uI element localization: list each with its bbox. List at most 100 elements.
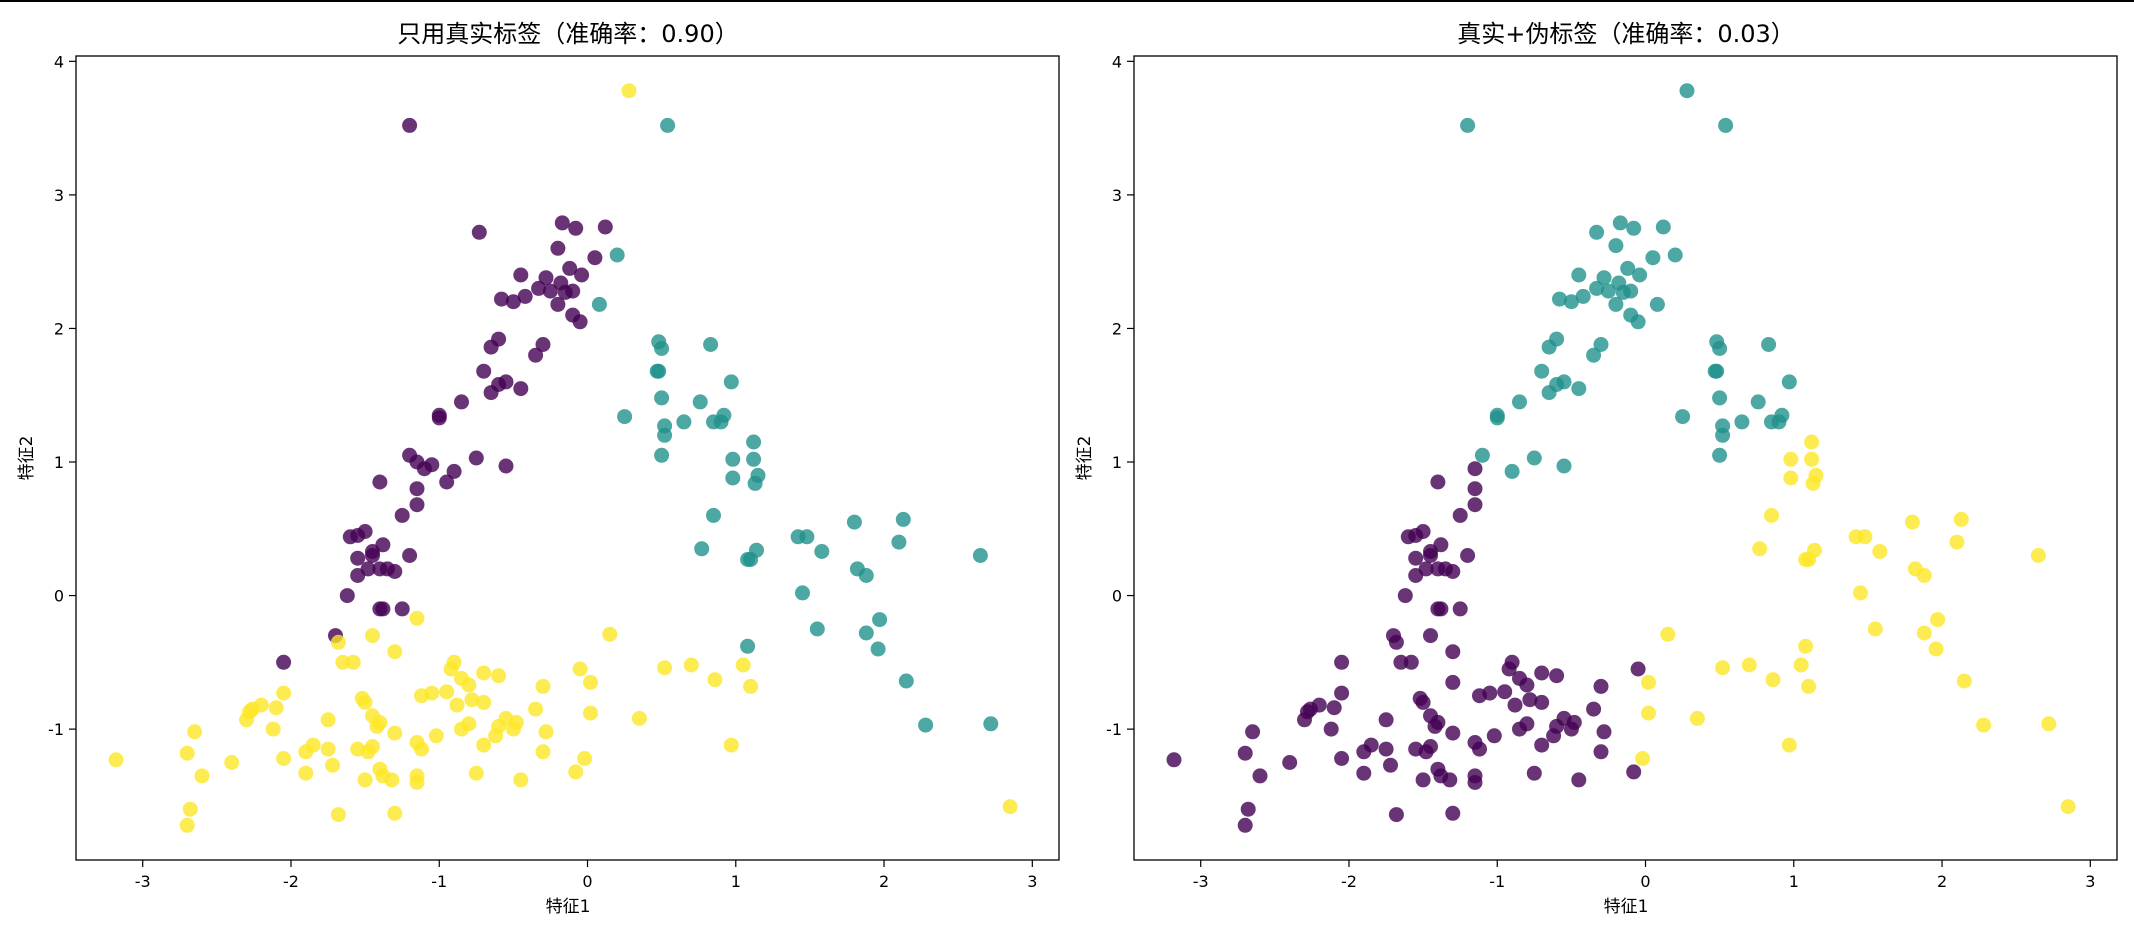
right-point-purple [1388,634,1404,650]
right-point-purple [1408,550,1424,566]
left-point-purple [550,296,566,312]
left-point-yellow [253,697,269,713]
right-point-purple [1586,701,1602,717]
left-point-teal [725,451,741,467]
left-point-yellow [443,661,459,677]
right-plot-frame [1133,55,2118,861]
right-chart-title: 真实+伪标签（准确率：0.03） [1457,20,1795,48]
right-point-purple [1437,561,1453,577]
left-point-purple [416,461,432,477]
left-point-teal [870,641,886,657]
left-point-yellow [305,737,321,753]
right-point-teal [1526,450,1542,466]
left-point-purple [394,507,410,523]
left-point-purple [535,337,551,352]
right-point-purple [1323,721,1339,737]
right-point-teal [1586,347,1602,363]
left-point-yellow [424,685,440,701]
left-point-teal [703,337,719,352]
left-point-yellow [330,807,346,823]
left-point-teal [795,585,810,601]
left-point-yellow [335,654,351,670]
left-point-purple [372,474,388,490]
left-point-yellow [723,737,739,753]
left-point-purple [471,224,487,240]
right-point-yellow [1783,451,1799,467]
left-point-purple [513,267,529,283]
left-point-purple [538,270,554,286]
right-point-purple [1571,772,1587,788]
right-point-yellow [1916,568,1932,583]
left-point-yellow [535,678,551,694]
right-point-teal [1655,219,1671,235]
right-point-yellow [1867,621,1883,637]
left-point-yellow [476,665,492,681]
right-point-yellow [2041,716,2057,732]
left-y-tick-label: 0 [54,587,64,606]
left-point-yellow [464,692,480,708]
left-point-teal [591,296,607,312]
right-point-teal [1534,363,1550,379]
right-point-purple [1501,661,1517,677]
right-point-purple [1433,601,1449,617]
right-point-purple [1563,721,1579,737]
left-point-purple [350,568,366,583]
right-point-purple [1383,757,1398,773]
left-point-yellow [657,660,673,676]
left-point-yellow [476,737,492,753]
right-point-yellow [1641,674,1656,690]
right-point-teal [1712,447,1728,463]
left-point-yellow [528,701,544,717]
left-point-yellow [276,685,292,701]
right-point-teal [1512,394,1527,410]
right-point-purple [1452,601,1468,617]
left-point-teal [891,534,907,550]
left-point-purple [357,524,373,539]
right-point-teal [1675,409,1691,425]
left-point-yellow [369,718,385,734]
right-point-yellow [1804,434,1820,450]
right-point-purple [1467,775,1483,790]
left-point-teal [716,407,732,423]
left-point-teal [799,529,815,545]
left-point-yellow [375,768,391,784]
left-point-yellow [320,712,336,728]
left-point-yellow [224,755,240,770]
left-point-purple [439,474,455,490]
right-point-teal [1615,284,1631,300]
right-point-purple [1452,507,1468,523]
left-x-tick-label: 3 [1027,872,1037,891]
left-point-teal [723,374,739,390]
right-point-purple [1546,728,1562,744]
left-point-yellow [187,724,203,740]
right-point-teal [1571,267,1587,283]
left-data-points [108,83,1018,833]
left-point-purple [402,548,418,563]
right-point-yellow [1805,475,1821,491]
left-point-yellow [428,728,444,744]
left-point-purple [454,394,469,410]
left-point-teal [972,548,988,563]
left-point-teal [895,511,911,527]
right-point-purple [1237,817,1253,833]
right-x-tick-label: 2 [1937,872,1947,891]
right-point-teal [1734,414,1750,430]
right-point-teal [1750,394,1766,410]
right-point-purple [1415,524,1431,539]
left-point-yellow [583,674,598,690]
left-point-teal [609,247,625,263]
right-point-yellow [1635,751,1651,766]
right-point-purple [1378,741,1394,757]
right-point-purple [1596,724,1612,740]
right-point-purple [1423,548,1438,563]
right-point-purple [1430,474,1446,490]
left-point-yellow [365,628,380,644]
right-point-purple [1549,668,1565,684]
left-point-yellow [439,684,455,700]
left-point-yellow [387,805,403,821]
right-point-teal [1474,447,1490,463]
left-point-yellow [735,657,751,673]
right-point-yellow [1781,737,1797,753]
left-point-purple [572,314,588,330]
